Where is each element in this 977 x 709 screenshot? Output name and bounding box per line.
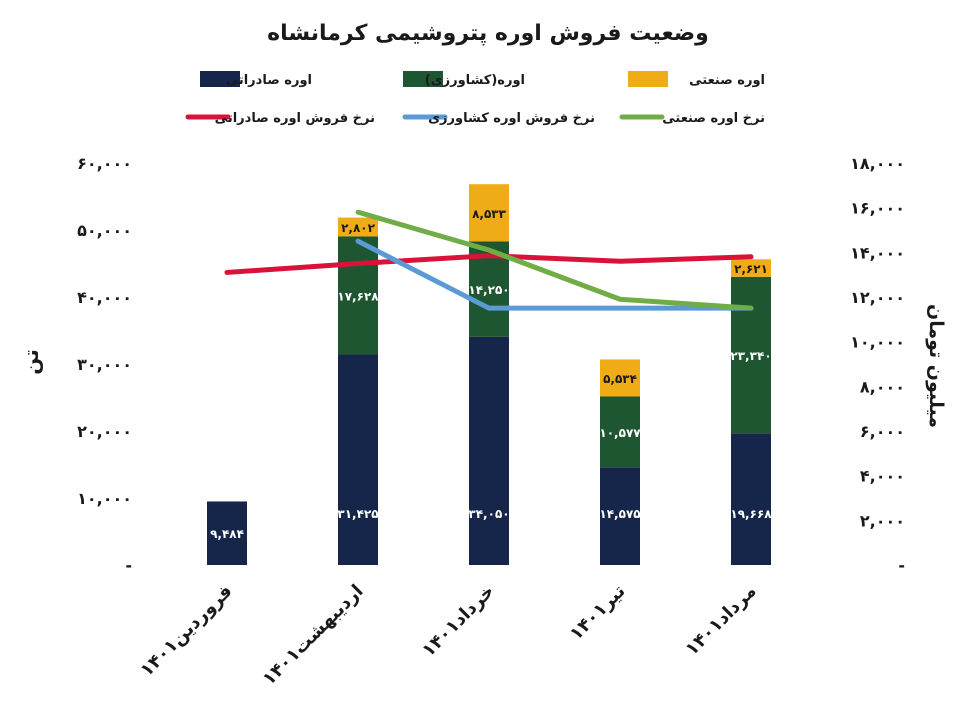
- tick-label: ۵۰,۰۰۰: [77, 221, 132, 240]
- legend-label: نرخ اوره صنعتی: [662, 111, 765, 126]
- series-line: [224, 253, 754, 275]
- legend-label: اوره صنعتی: [689, 73, 765, 88]
- data-label: ۱۴,۵۷۵: [599, 507, 640, 521]
- data-label: ۹,۴۸۴: [210, 527, 244, 541]
- series-line: [355, 209, 754, 311]
- bar-segment: [731, 276, 771, 434]
- tick-label: ۲,۰۰۰: [860, 511, 905, 530]
- right-axis-title: میلیون تومان: [925, 304, 947, 428]
- tick-label: ۱۸,۰۰۰: [850, 154, 905, 173]
- legend-swatch: [628, 71, 668, 87]
- tick-label: -: [125, 556, 132, 575]
- left-axis: - ۱۰,۰۰۰ ۲۰,۰۰۰ ۳۰,۰۰۰ ۴۰,۰۰۰ ۵۰,۰۰۰ ۶۰,۰۰۰: [77, 154, 132, 575]
- bar-segment: [469, 184, 509, 242]
- tick-label: ۳۰,۰۰۰: [77, 355, 132, 374]
- data-label: ۱۹,۶۶۸: [730, 507, 772, 521]
- tick-label: ۴۰,۰۰۰: [77, 288, 132, 307]
- tick-label: ۱۶,۰۰۰: [850, 199, 905, 218]
- legend-label: اوره(کشاورزی): [425, 73, 525, 88]
- bar-segment: [731, 259, 771, 277]
- legend-label: نرخ فروش اوره کشاورزی: [428, 111, 595, 126]
- data-label: ۲,۶۲۱: [734, 262, 768, 276]
- series-line: [355, 238, 754, 311]
- tick-label: ۱۲,۰۰۰: [850, 288, 905, 307]
- left-axis-title: تن: [19, 349, 43, 375]
- tick-label: ۸,۰۰۰: [860, 377, 905, 396]
- bar-segment: [338, 236, 378, 355]
- data-label: ۱۴,۲۵۰: [468, 283, 509, 297]
- bar-segment: [600, 359, 640, 397]
- data-label: ۸,۵۳۳: [472, 207, 507, 221]
- tick-label: ۱۰,۰۰۰: [77, 489, 132, 508]
- tick-label: -: [898, 556, 905, 575]
- bar-segment: [207, 501, 247, 565]
- bar-segment: [338, 217, 378, 237]
- tick-label: ۱۴,۰۰۰: [850, 243, 905, 262]
- chart-title: وضعیت فروش اوره پتروشیمی کرمانشاه: [267, 21, 709, 46]
- bar-segment: [469, 336, 509, 565]
- tick-label: ۴,۰۰۰: [860, 467, 905, 486]
- tick-label: ۶,۰۰۰: [860, 422, 905, 441]
- data-label: ۲,۸۰۲: [341, 221, 376, 235]
- data-label: ۳۱,۴۲۵: [337, 507, 378, 521]
- data-label: ۱۷,۶۲۸: [337, 289, 379, 303]
- data-label: ۱۰,۵۷۷: [599, 426, 641, 440]
- legend-label: اوره صادراتی: [226, 73, 312, 88]
- legend: اوره صادراتی اوره(کشاورزی) اوره صنعتی نرخ ف…: [185, 71, 765, 126]
- plot-area: ۹,۴۸۴ ۳۱,۴۲۵ ۱۷,۶۲۸ ۲,۸۰۲ ۳۴,۰۵۰ ۱۴,۲۵۰ ۸,۵۳۳ ۱…: [207, 184, 772, 565]
- right-axis: - ۲,۰۰۰ ۴,۰۰۰ ۶,۰۰۰ ۸,۰۰۰ ۱۰,۰۰۰ ۱۲,۰۰۰ ۱۴,۰۰۰ ۱…: [850, 154, 905, 575]
- tick-label: ۱۰,۰۰۰: [850, 333, 905, 352]
- legend-swatch: [200, 71, 240, 87]
- data-label: ۳۴,۰۵۰: [468, 507, 509, 521]
- bar-segment: [600, 467, 640, 565]
- bar-segment: [731, 433, 771, 565]
- bar-segment: [338, 354, 378, 565]
- tick-label: ۲۰,۰۰۰: [77, 422, 132, 441]
- legend-swatch: [403, 71, 443, 87]
- bar-segment: [600, 396, 640, 468]
- data-label: ۵,۵۳۴: [603, 372, 637, 386]
- tick-label: ۶۰,۰۰۰: [77, 154, 132, 173]
- data-label: ۲۳,۳۴۰: [730, 349, 771, 363]
- legend-label: نرخ فروش اوره صادراتی: [215, 111, 375, 126]
